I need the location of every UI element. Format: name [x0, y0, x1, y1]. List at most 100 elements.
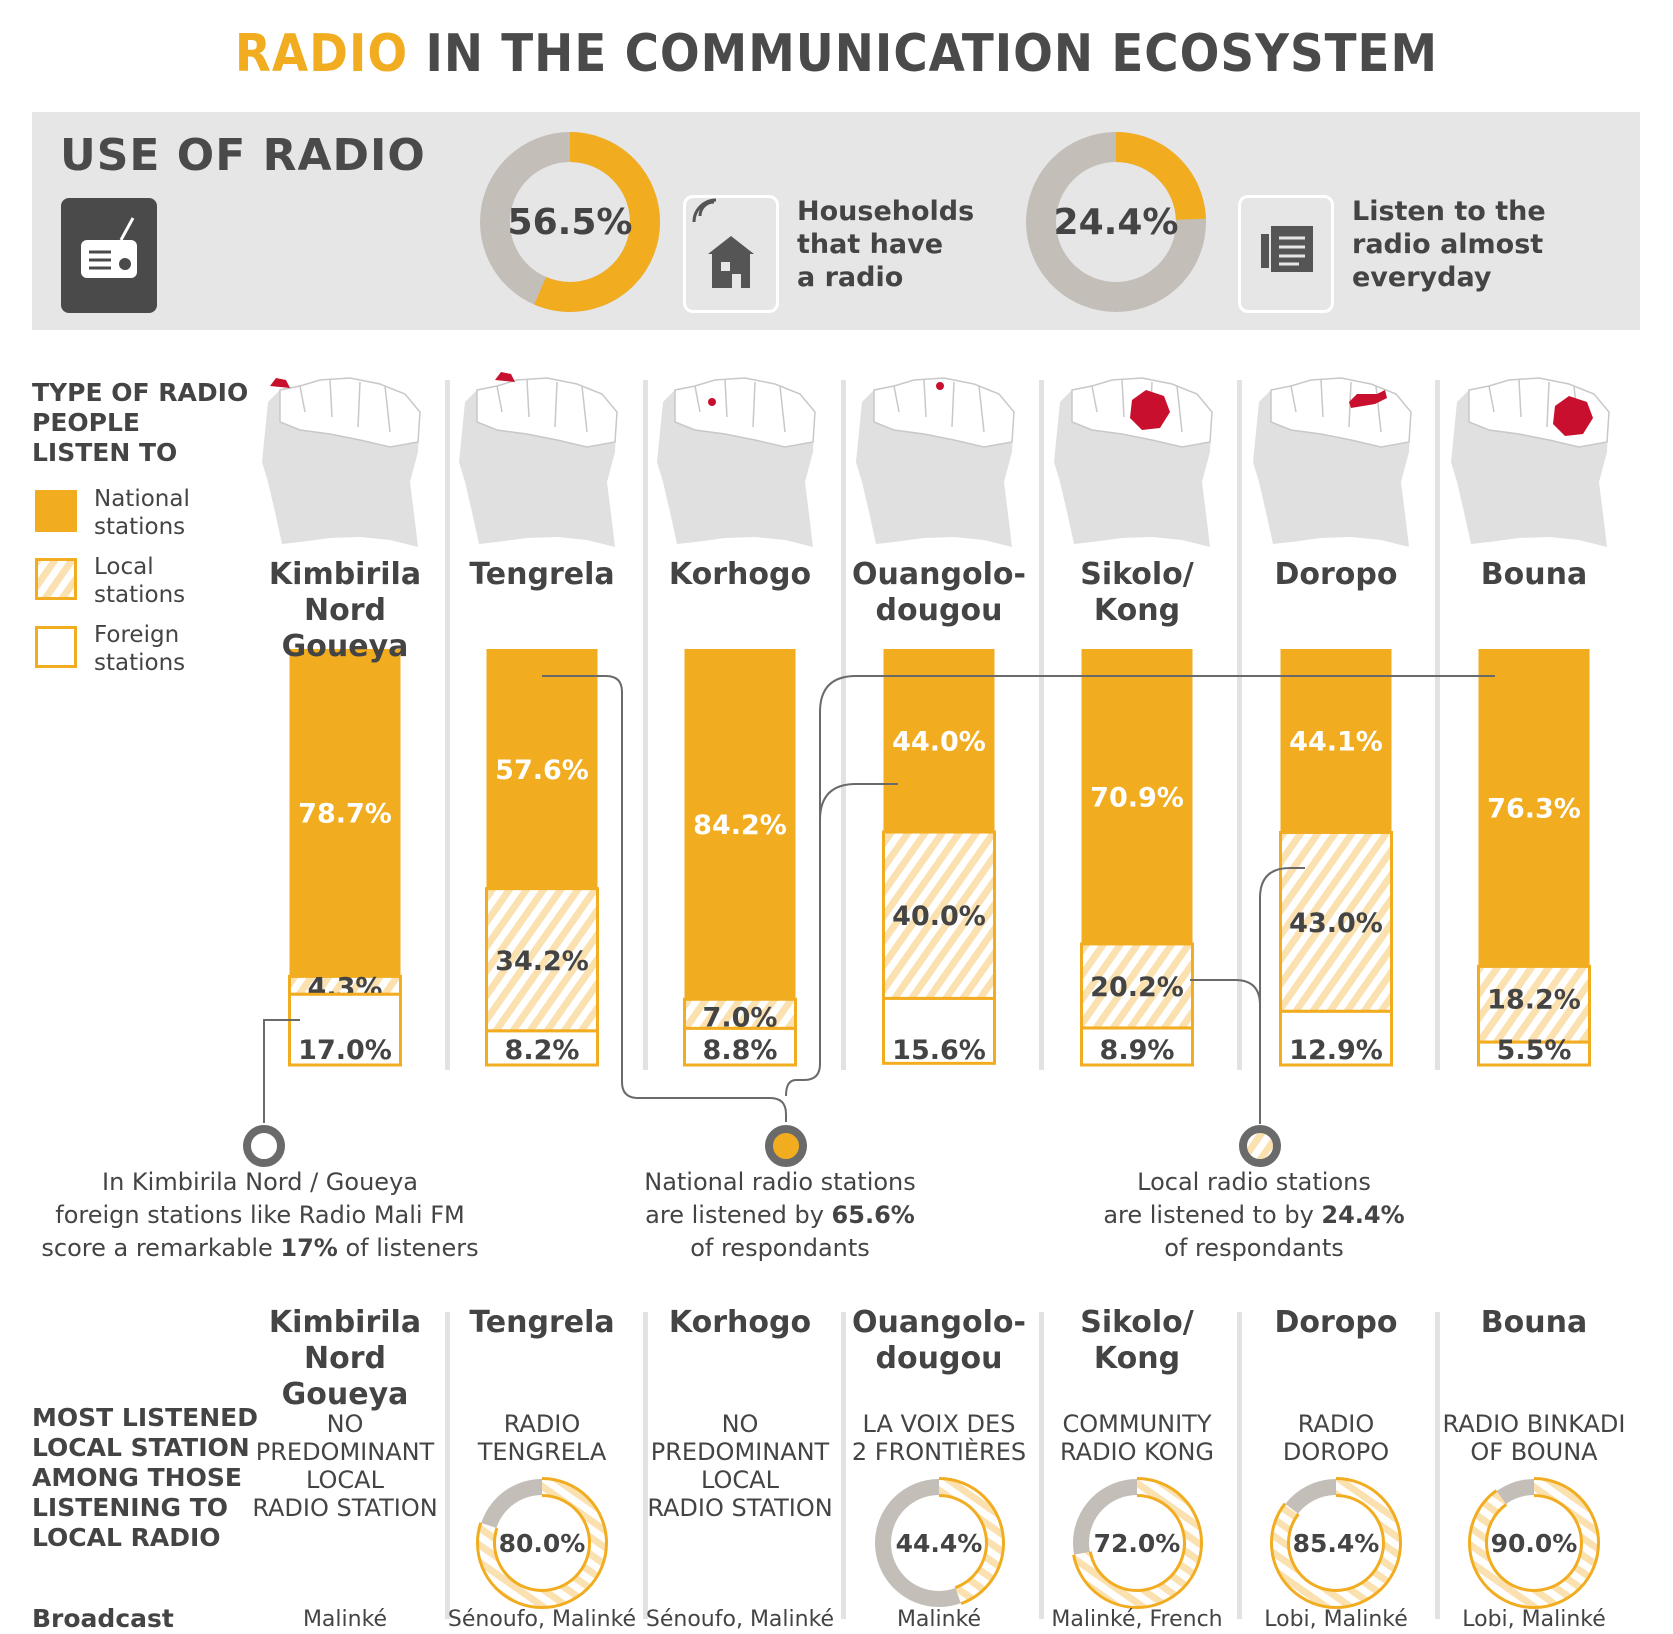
house-icon [683, 195, 779, 313]
bar-national-label: 44.1% [1289, 727, 1383, 758]
station-share-label: 85.4% [1293, 1529, 1380, 1558]
town-name: Sikolo/Kong [1080, 557, 1194, 628]
map-north-region [279, 377, 421, 448]
bar-foreign-label: 17.0% [298, 1035, 392, 1066]
town-name: Doropo [1274, 1305, 1398, 1340]
column-separator [643, 380, 648, 1070]
bar-foreign [882, 996, 996, 1065]
map-highlight [1130, 390, 1170, 430]
broadcast-language: Malinké, French [1051, 1607, 1223, 1632]
town-name: Kimbirila Nord Goueya [268, 557, 422, 664]
broadcast-language: Sénoufo, Malinké [447, 1607, 637, 1632]
callout-national: National radio stations are listened by … [644, 1168, 916, 1262]
region-map [1451, 377, 1610, 547]
bar-foreign [683, 1026, 797, 1067]
bar-national [1081, 649, 1193, 944]
map-highlight [1349, 390, 1387, 408]
map-north-region [873, 377, 1015, 448]
town-name: Tengrela [469, 1305, 615, 1340]
households-radio-donut-arc [480, 132, 660, 312]
households-radio-label: Households that have a radio [797, 196, 975, 293]
legend-national-swatch [35, 490, 77, 532]
callout-kimbirila-foreign: In Kimbirila Nord / Goueya foreign stati… [41, 1168, 479, 1262]
bar-national-label: 70.9% [1090, 782, 1184, 813]
bar-local [1279, 830, 1393, 1013]
town-name: Doropo [1274, 557, 1398, 592]
broadcast-language: Sénoufo, Malinké [645, 1607, 835, 1632]
bar-national [1478, 649, 1590, 967]
listen-daily-value: 24.4% [1054, 202, 1179, 243]
legend-national-label: National stations [94, 486, 190, 540]
type-of-radio-heading: TYPE OF RADIO PEOPLE LISTEN TO [32, 378, 249, 467]
bar-national [684, 649, 796, 1000]
bar-local-label: 20.2% [1090, 972, 1184, 1003]
column-separator [445, 380, 450, 1070]
map-highlight [708, 398, 716, 406]
bar-local-label: 43.0% [1289, 908, 1383, 939]
callout-national-dot [765, 1125, 807, 1167]
station-name: LA VOIX DES 2 FRONTIÈRES [851, 1410, 1027, 1466]
station-name: RADIO DOROPO [1282, 1410, 1390, 1466]
station-name: RADIO BINKADI OF BOUNA [1442, 1410, 1626, 1466]
station-name: NO PREDOMINANT LOCAL RADIO STATION [647, 1410, 833, 1522]
bar-local [882, 830, 996, 1000]
column-separator [841, 1312, 846, 1619]
bar-foreign [1279, 1009, 1393, 1067]
bar-national [1280, 649, 1392, 833]
map-borders [1290, 379, 1382, 433]
bar-foreign-label: 8.2% [505, 1035, 580, 1066]
bar-national-label: 84.2% [693, 810, 787, 841]
region-map [1253, 377, 1412, 547]
map-north-region [476, 377, 618, 448]
households-radio-donut: 56.5% [480, 132, 660, 312]
town-name: Korhogo [668, 1305, 812, 1340]
bar-national [486, 649, 598, 889]
bar-foreign [288, 992, 402, 1067]
town-name: Ouangolo-dougou [852, 1305, 1026, 1376]
broadcast-language: Lobi, Malinké [1462, 1607, 1606, 1632]
station-share-arc [1273, 1480, 1399, 1606]
use-of-radio-panel: USE OF RADIO 56.5% Households that have … [32, 112, 1640, 330]
town-name: Bouna [1480, 1305, 1588, 1340]
station-share-label: 90.0% [1491, 1529, 1578, 1558]
callout-local-dot [1239, 1125, 1281, 1167]
broadcast-language: Malinké [896, 1607, 982, 1632]
column-separator [1039, 380, 1044, 1070]
map-borders [694, 379, 786, 433]
title-rest: IN THE COMMUNICATION ECOSYSTEM [425, 24, 1439, 84]
connector-foreign [263, 1019, 300, 1123]
bar-foreign-label: 12.9% [1289, 1035, 1383, 1066]
map-borders [299, 379, 391, 433]
bar-foreign-label: 8.9% [1100, 1035, 1175, 1066]
station-name: COMMUNITY RADIO KONG [1059, 1410, 1215, 1466]
legend-foreign-label: Foreign stations [94, 622, 186, 676]
map-borders [1488, 379, 1580, 433]
connector-local-sikolo [1190, 979, 1261, 1006]
broadcast-label: Broadcast [32, 1604, 174, 1633]
town-name: Korhogo [668, 557, 812, 592]
bar-local-label: 18.2% [1487, 984, 1581, 1015]
page-title: RADIO IN THE COMMUNICATION ECOSYSTEM [0, 24, 1673, 84]
station-share-label: 44.4% [896, 1529, 983, 1558]
callout-local: Local radio stations are listened to by … [1103, 1168, 1405, 1262]
region-map [1054, 377, 1213, 547]
map-highlight [495, 372, 515, 382]
most-listened-heading: MOST LISTENED LOCAL STATION AMONG THOSE … [32, 1403, 259, 1552]
bar-local [1080, 942, 1194, 1030]
legend-foreign-swatch [35, 626, 77, 668]
region-map [856, 377, 1015, 547]
legend-local-label: Local stations [94, 554, 186, 608]
station-name: RADIO TENGRELA [477, 1410, 607, 1466]
column-separator [445, 1312, 450, 1619]
bar-foreign [1080, 1026, 1194, 1067]
map-borders [1091, 379, 1183, 433]
column-separator [643, 1312, 648, 1619]
connector-national-tengrela [542, 675, 787, 1122]
connector-national-bouna [785, 675, 1495, 1097]
title-accent: RADIO [234, 24, 409, 84]
bar-national-label: 57.6% [495, 755, 589, 786]
bar-national [289, 649, 401, 977]
column-separator [841, 380, 846, 1070]
map-borders [893, 379, 985, 433]
column-separator [1237, 380, 1242, 1070]
